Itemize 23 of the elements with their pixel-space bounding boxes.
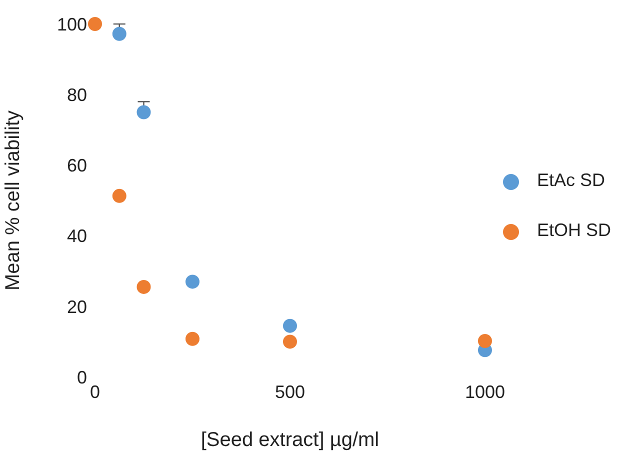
- y-tick-label: 80: [66, 84, 87, 105]
- point: [185, 274, 200, 289]
- point: [88, 17, 102, 31]
- point: [112, 26, 126, 41]
- x-tick-label: 1000: [464, 382, 506, 402]
- legend-label: EtAc SD: [536, 170, 606, 190]
- y-tick-label: 0: [76, 367, 87, 388]
- x-axis-title: [Seed extract] µg/ml: [200, 429, 380, 451]
- point: [136, 105, 151, 120]
- y-tick-label: 100: [56, 14, 87, 34]
- y-tick-label: 60: [66, 156, 87, 176]
- point: [112, 188, 126, 203]
- legend-label: EtOH SD: [536, 220, 611, 240]
- point: [185, 332, 200, 346]
- y-tick-label: 20: [66, 296, 87, 317]
- y-axis-title: Mean % cell viability: [2, 110, 24, 291]
- x-tick-label: 500: [274, 382, 306, 402]
- y-tick-label: 40: [66, 226, 87, 246]
- x-tick-label: 0: [90, 382, 100, 402]
- point: [478, 334, 492, 348]
- point: [282, 334, 297, 349]
- point: [282, 318, 297, 333]
- point: [136, 280, 151, 294]
